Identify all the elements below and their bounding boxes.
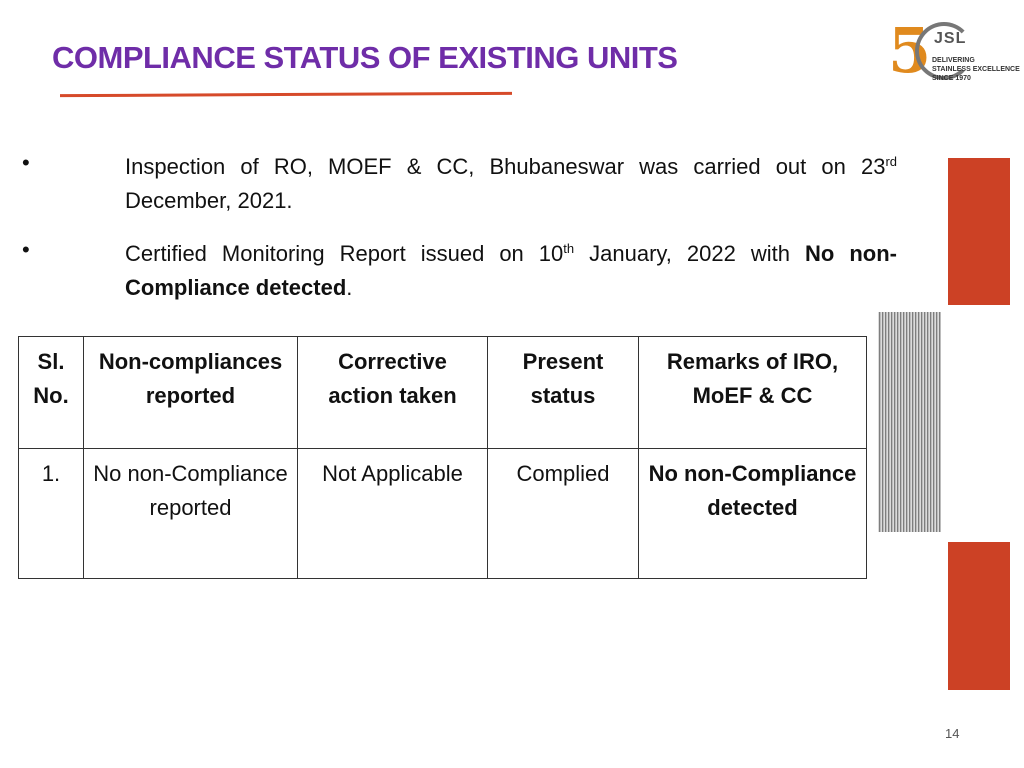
cell: 1. bbox=[18, 448, 84, 579]
logo-ring bbox=[915, 22, 973, 80]
superscript: th bbox=[563, 241, 575, 256]
table-row: 1. No non-Compliance reported Not Applic… bbox=[18, 448, 867, 579]
bullet-text: . bbox=[346, 275, 353, 300]
page-number: 14 bbox=[945, 726, 960, 741]
bullet: Certified Monitoring Report issued on 10… bbox=[125, 237, 897, 305]
header-cell: Sl. No. bbox=[18, 336, 84, 449]
header-cell: Remarks of IRO, MoEF & CC bbox=[638, 336, 867, 449]
header-cell: Corrective action taken bbox=[297, 336, 488, 449]
decor-bar bbox=[948, 542, 1010, 690]
decor-image bbox=[878, 312, 941, 532]
title-underline bbox=[59, 91, 513, 98]
bullet-text: Certified Monitoring Report issued on 10 bbox=[125, 241, 564, 266]
header-row: Sl. No. Non-compliances reported Correct… bbox=[18, 336, 867, 449]
bullet: Inspection of RO, MOEF & CC, Bhubaneswar… bbox=[125, 150, 897, 218]
cell: No non-Compliance reported bbox=[83, 448, 298, 579]
cell: Complied bbox=[487, 448, 639, 579]
bullet-text: Inspection of RO, MOEF & CC, Bhubaneswar… bbox=[125, 154, 886, 179]
superscript: rd bbox=[885, 154, 897, 169]
bullet-dot: • bbox=[22, 237, 30, 262]
logo-tagline: DELIVERING bbox=[932, 57, 975, 64]
header-cell: Non-compliances reported bbox=[83, 336, 298, 449]
bullet-text: January, 2022 with bbox=[574, 241, 805, 266]
decor-bar bbox=[948, 158, 1010, 305]
logo-brand: JSL bbox=[934, 30, 967, 47]
slide-title: COMPLIANCE STATUS OF EXISTING UNITS bbox=[52, 40, 678, 75]
cell: No non-Compliance detected bbox=[638, 448, 867, 579]
logo-tagline: SINCE 1970 bbox=[932, 75, 971, 82]
bullet-bold: No non-Compliance detected bbox=[125, 241, 897, 300]
header-cell: Present status bbox=[487, 336, 639, 449]
compliance-table: Sl. No. Non-compliances reported Correct… bbox=[18, 336, 867, 579]
bullet-text: December, 2021. bbox=[125, 188, 293, 213]
logo-tagline: STAINLESS EXCELLENCE bbox=[932, 66, 1020, 73]
cell: Not Applicable bbox=[297, 448, 488, 579]
bullet-dot: • bbox=[22, 150, 30, 175]
